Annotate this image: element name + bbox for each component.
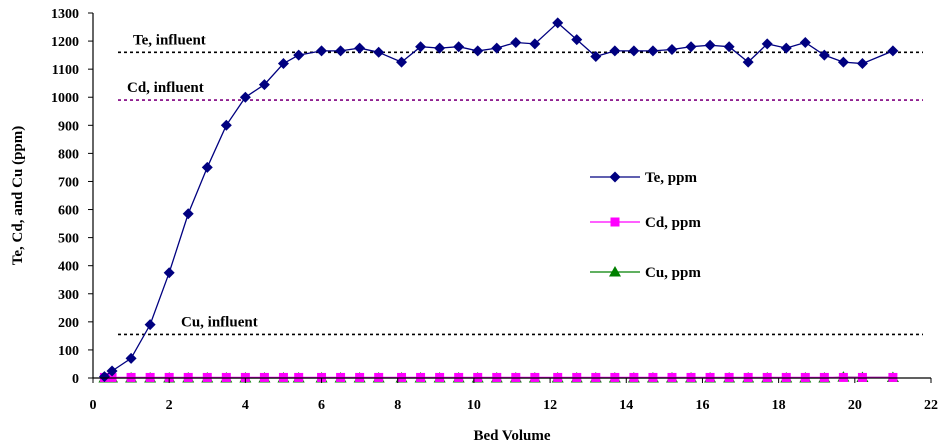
x-tick-label: 20 <box>848 398 862 413</box>
data-point-te-ppm <box>316 45 328 57</box>
data-point-te-ppm <box>552 17 564 29</box>
x-tick-label: 8 <box>394 398 401 413</box>
data-point-te-ppm <box>106 365 118 377</box>
data-point-te-ppm <box>415 41 427 53</box>
data-point-te-ppm <box>761 38 773 50</box>
reference-label-te-influent: Te, influent <box>133 32 206 48</box>
data-point-te-ppm <box>887 45 899 57</box>
data-point-te-ppm <box>510 36 522 48</box>
y-tick-label: 1300 <box>51 7 79 22</box>
data-point-te-ppm <box>98 371 110 383</box>
x-tick-label: 10 <box>467 398 481 413</box>
legend-item-cd-ppm: Cd, ppm <box>590 215 701 231</box>
legend-item-cu-ppm: Cu, ppm <box>590 265 701 281</box>
x-tick-label: 2 <box>166 398 173 413</box>
data-point-te-ppm <box>590 51 602 63</box>
data-point-te-ppm <box>704 39 716 51</box>
y-tick-label: 100 <box>58 344 79 359</box>
data-point-te-ppm <box>742 56 754 68</box>
data-point-te-ppm <box>293 49 305 61</box>
data-point-te-ppm <box>647 45 659 57</box>
y-tick-label: 400 <box>58 260 79 275</box>
x-tick-label: 14 <box>619 398 633 413</box>
legend-label-cd-ppm: Cd, ppm <box>645 215 701 231</box>
data-point-te-ppm <box>780 42 792 54</box>
series-line-te-ppm <box>104 21 894 378</box>
axes <box>92 13 931 379</box>
legend: Te, ppm Cd, ppm Cu, ppm <box>590 170 701 281</box>
x-tick-label: 18 <box>772 398 786 413</box>
y-tick-label: 0 <box>72 372 79 387</box>
x-tick-label: 6 <box>318 398 325 413</box>
y-tick-label: 1000 <box>51 91 79 106</box>
data-point-te-ppm <box>182 208 194 220</box>
y-tick-label: 600 <box>58 204 79 219</box>
legend-marker-cd-ppm <box>610 217 620 227</box>
data-point-te-ppm <box>799 36 811 48</box>
y-tick-label: 800 <box>58 147 79 162</box>
data-point-te-ppm <box>529 38 541 50</box>
data-point-te-ppm <box>239 91 251 103</box>
x-tick-label: 16 <box>695 398 709 413</box>
reference-label-cu-influent: Cu, influent <box>181 314 258 330</box>
reference-label-cd-influent: Cd, influent <box>127 80 204 96</box>
x-tick-label: 22 <box>924 398 938 413</box>
data-point-te-ppm <box>837 56 849 68</box>
data-point-te-ppm <box>818 49 830 61</box>
data-point-te-ppm <box>491 42 503 54</box>
data-point-te-ppm <box>201 161 213 173</box>
legend-label-te-ppm: Te, ppm <box>645 170 697 186</box>
data-point-te-ppm <box>354 42 366 54</box>
data-point-te-ppm <box>144 319 156 331</box>
legend-marker-cu-ppm <box>609 266 621 277</box>
y-tick-label: 200 <box>58 316 79 331</box>
data-point-te-ppm <box>434 42 446 54</box>
data-point-te-ppm <box>723 41 735 53</box>
ticks: 0 2 4 6 8 10 12 14 16 18 20 22 0 100 200 300 400 500 600 70… <box>51 7 938 413</box>
data-point-te-ppm <box>220 119 232 131</box>
x-tick-label: 12 <box>543 398 557 413</box>
data-point-te-ppm <box>628 45 640 57</box>
y-tick-label: 700 <box>58 175 79 190</box>
data-point-te-ppm <box>472 45 484 57</box>
data-point-te-ppm <box>609 45 621 57</box>
x-axis-title: Bed Volume <box>473 428 550 444</box>
reference-lines: Te, influent Cd, influent Cu, influent <box>118 32 923 336</box>
data-point-te-ppm <box>571 34 583 46</box>
x-tick-label: 4 <box>242 398 249 413</box>
data-point-te-ppm <box>125 352 137 364</box>
legend-label-cu-ppm: Cu, ppm <box>645 265 701 281</box>
y-axis-title: Te, Cd, and Cu (ppm) <box>10 126 26 266</box>
y-tick-label: 300 <box>58 288 79 303</box>
data-point-te-ppm <box>163 267 175 279</box>
y-tick-label: 1200 <box>51 35 79 50</box>
data-point-te-ppm <box>685 41 697 53</box>
data-point-te-ppm <box>666 44 678 55</box>
y-tick-label: 900 <box>58 119 79 134</box>
y-tick-label: 500 <box>58 232 79 247</box>
data-point-te-ppm <box>277 58 289 70</box>
data-point-te-ppm <box>335 45 347 57</box>
legend-item-te-ppm: Te, ppm <box>590 170 697 186</box>
y-tick-label: 1100 <box>52 63 79 78</box>
data-point-te-ppm <box>373 46 385 58</box>
data-point-te-ppm <box>396 56 408 68</box>
legend-marker-te-ppm <box>609 171 621 183</box>
data-point-te-ppm <box>453 41 465 53</box>
x-tick-label: 0 <box>90 398 97 413</box>
series-te-ppm <box>98 17 899 383</box>
data-point-te-ppm <box>258 79 270 91</box>
data-point-te-ppm <box>856 58 868 70</box>
